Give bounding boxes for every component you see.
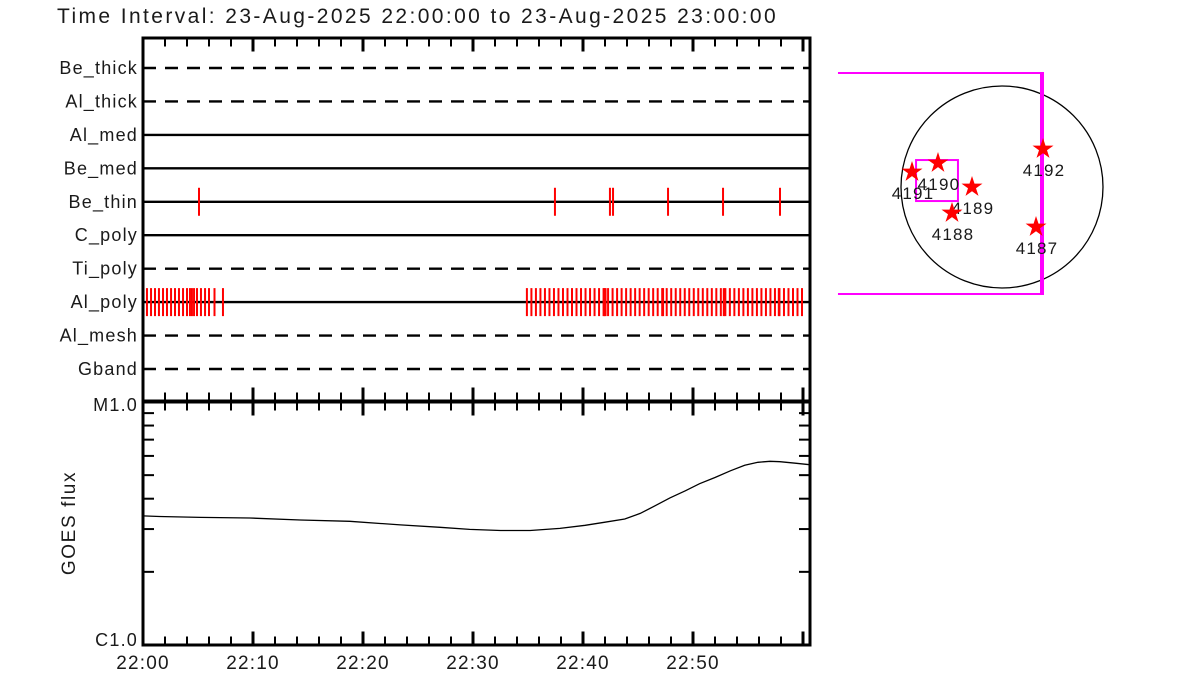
active-region-label: 4192: [1023, 161, 1066, 180]
active-region-label: 4187: [1016, 239, 1059, 258]
goes-xtick-label: 22:50: [666, 653, 720, 674]
filter-row-label: Be_thick: [59, 58, 138, 79]
active-region-label: 4189: [952, 199, 995, 218]
filter-row-label: Al_poly: [71, 292, 138, 313]
active-region-label: 4190: [918, 175, 961, 194]
goes-panel-border: [141, 400, 812, 647]
filter-row-label: Gband: [78, 359, 138, 379]
goes-xtick-label: 22:20: [336, 653, 390, 674]
goes-xtick-label: 22:00: [116, 653, 170, 674]
solar-disk: [900, 85, 1104, 289]
goes-ytick-label-top: M1.0: [93, 395, 138, 415]
timeline-panel-border: [141, 36, 812, 403]
filter-row-label: Ti_poly: [72, 259, 138, 280]
goes-flux-curve: [142, 460, 810, 532]
filter-row-label: Al_thick: [65, 91, 138, 112]
filter-row-label: Be_med: [64, 158, 138, 179]
filter-row-label: Al_mesh: [60, 326, 138, 347]
active-region-star: [1025, 216, 1047, 236]
goes-ytick-label-bottom: C1.0: [95, 630, 138, 650]
active-region-label: 4191: [892, 184, 935, 203]
goes-xtick-label: 22:10: [226, 653, 280, 674]
goes-xtick-label: 22:30: [446, 653, 500, 674]
active-region-star: [901, 161, 923, 181]
goes-flux-axis-title: GOES flux: [59, 471, 80, 575]
active-region-star: [927, 152, 949, 172]
plot-title: Time Interval: 23-Aug-2025 22:00:00 to 2…: [57, 5, 779, 28]
active-region-star: [1032, 138, 1054, 158]
filter-row-label: Al_med: [70, 125, 138, 146]
active-region-star: [961, 176, 983, 196]
filter-row-label: C_poly: [75, 225, 138, 246]
active-region-label: 4188: [932, 225, 975, 244]
filter-row-label: Be_thin: [69, 192, 138, 213]
active-region-star: [941, 202, 963, 222]
goes-xtick-label: 22:40: [556, 653, 610, 674]
